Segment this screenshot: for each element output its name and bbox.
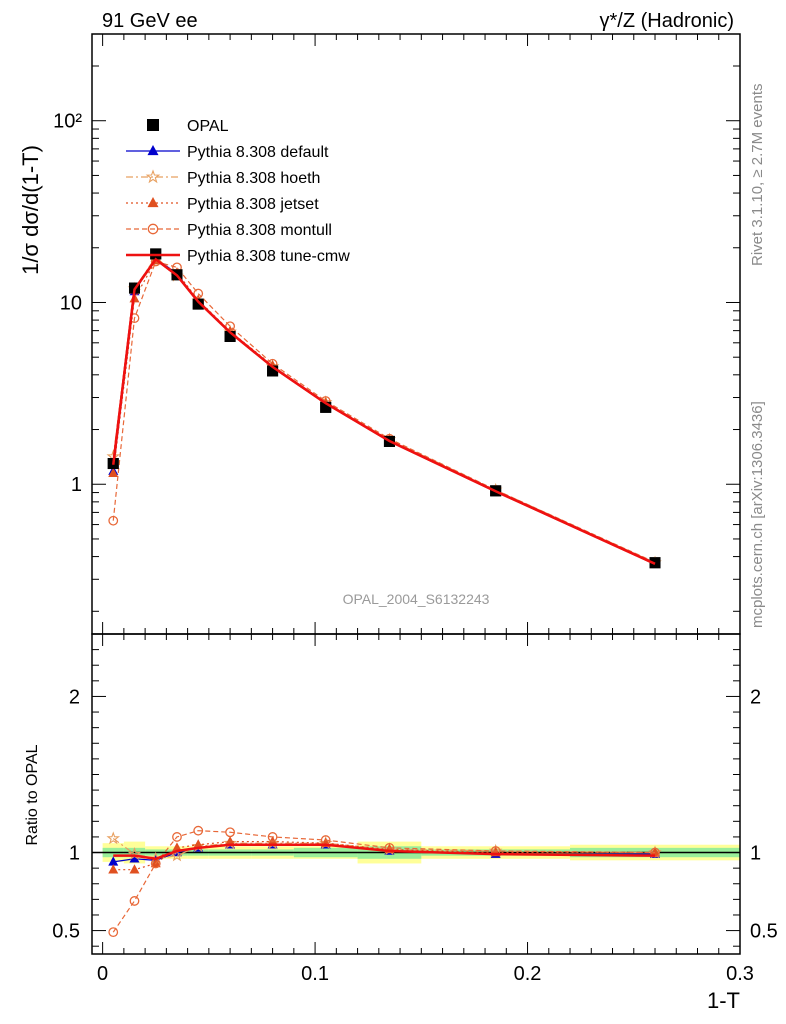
ratio-point-3-1 bbox=[129, 896, 140, 906]
data-points bbox=[107, 248, 661, 569]
data-point-5 bbox=[224, 330, 236, 342]
ratio-point-3-0 bbox=[108, 927, 119, 938]
top-series-line bbox=[112, 257, 656, 565]
y-tick-label-1: 1 bbox=[71, 474, 82, 496]
legend-marker-1 bbox=[147, 144, 159, 156]
ratio-point-2-5 bbox=[225, 836, 236, 846]
series-0 bbox=[107, 248, 661, 569]
x-tick-label-1: 0.1 bbox=[301, 963, 329, 985]
series-2 bbox=[106, 249, 662, 569]
ratio-point-2-1 bbox=[129, 864, 140, 874]
ratio-point-3-4 bbox=[193, 825, 204, 836]
series-4 bbox=[108, 256, 660, 568]
ratio-point-0-1 bbox=[129, 853, 140, 863]
ratio-point-3-3 bbox=[172, 832, 182, 842]
ratio-point-2-3 bbox=[171, 842, 182, 852]
y-tick-label-10: 10 bbox=[60, 292, 82, 314]
ratio-point-3-10 bbox=[650, 847, 660, 858]
x-tick-label-2: 0.2 bbox=[514, 963, 542, 985]
legend-entry-1: Pythia 8.308 default bbox=[126, 144, 329, 161]
ratio-series bbox=[106, 825, 662, 938]
ratio-point-2-0 bbox=[108, 864, 119, 874]
ratio-line-4 bbox=[113, 843, 656, 861]
legend-entry-0: OPAL bbox=[147, 118, 229, 135]
ratio-point-3-6 bbox=[267, 832, 278, 842]
legend-marker-2 bbox=[145, 169, 161, 184]
y-ticks-main: 1 10 10² bbox=[53, 33, 740, 612]
ratio-y-tick-label-1: 1 bbox=[69, 843, 80, 865]
x-tick-label-0: 0 bbox=[97, 963, 108, 985]
rivet-label: Rivet 3.1.10, ≥ 2.7M events bbox=[749, 84, 766, 267]
data-point-6 bbox=[267, 365, 279, 377]
ratio-line-2 bbox=[113, 841, 656, 871]
ratio-frame bbox=[91, 633, 741, 955]
legend-marker-3 bbox=[147, 196, 159, 208]
legend-label-2: Pythia 8.308 hoeth bbox=[187, 170, 320, 187]
y-tick-label-100: 10² bbox=[53, 111, 82, 133]
main-series bbox=[106, 248, 662, 569]
ratio-point-2-10 bbox=[650, 847, 661, 857]
legend-label-0: OPAL bbox=[187, 118, 229, 135]
legend: OPAL Pythia 8.308 default Pythia 8.308 hoe… bbox=[126, 118, 350, 265]
ratio-y-tick-label-0: 0.5 bbox=[52, 921, 80, 943]
header-right: γ*/Z (Hadronic) bbox=[600, 10, 734, 32]
y-ticks-ratio: 0.5 0.5 1 1 2 2 bbox=[52, 633, 778, 947]
legend-label-4: Pythia 8.308 montull bbox=[187, 222, 332, 239]
series-line-4 bbox=[112, 260, 656, 563]
x-axis-label: 1-T bbox=[707, 988, 740, 1013]
legend-entry-4: Pythia 8.308 montull bbox=[126, 222, 332, 239]
legend-label-1: Pythia 8.308 default bbox=[187, 144, 329, 161]
ratio-point-0-0 bbox=[108, 856, 119, 866]
data-point-4 bbox=[192, 298, 204, 310]
legend-entry-3: Pythia 8.308 jetset bbox=[126, 196, 319, 213]
x-ticks: 0 0.1 0.2 0.3 bbox=[97, 34, 754, 985]
mcplots-label: mcplots.cern.ch [arXiv:1306.3436] bbox=[749, 401, 766, 628]
ratio-panel: 0 0.1 0.2 0.3 0.5 0.5 1 1 2 2 bbox=[52, 34, 778, 985]
series-1 bbox=[108, 252, 661, 568]
ratio-point-2-4 bbox=[193, 839, 204, 849]
legend-label-3: Pythia 8.308 jetset bbox=[187, 196, 319, 213]
ratio-line-3 bbox=[112, 830, 656, 933]
x-tick-label-3: 0.3 bbox=[726, 963, 754, 985]
point-4-0 bbox=[108, 515, 119, 526]
ratio-point-1-3 bbox=[170, 848, 184, 862]
legend-entry-2: Pythia 8.308 hoeth bbox=[126, 169, 320, 187]
ratio-point-3-5 bbox=[225, 827, 235, 838]
watermark: OPAL_2004_S6132243 bbox=[343, 591, 490, 607]
legend-label-5: Pythia 8.308 tune-cmw bbox=[187, 248, 350, 265]
ratio-y-tick-label-right-2: 2 bbox=[750, 686, 761, 708]
ratio-y-tick-label-right-1: 1 bbox=[750, 843, 761, 865]
ratio-series-4 bbox=[113, 843, 656, 861]
ratio-y-tick-label-right-0: 0.5 bbox=[750, 921, 778, 943]
ratio-point-1-0 bbox=[106, 831, 121, 845]
legend-entry-5: Pythia 8.308 tune-cmw bbox=[126, 248, 350, 265]
y-axis-label-ratio: Ratio to OPAL bbox=[24, 744, 41, 845]
point-4-5 bbox=[225, 321, 235, 332]
legend-marker-4 bbox=[147, 223, 159, 235]
point-4-4 bbox=[193, 288, 204, 299]
data-point-7 bbox=[320, 401, 332, 413]
header-left: 91 GeV ee bbox=[102, 10, 198, 32]
series-3 bbox=[108, 255, 661, 567]
y-axis-label-main: 1/σ dσ/d(1-T) bbox=[18, 145, 43, 275]
legend-marker-0 bbox=[147, 119, 159, 131]
ratio-y-tick-label-2: 2 bbox=[69, 686, 80, 708]
point-3-0 bbox=[108, 467, 119, 477]
